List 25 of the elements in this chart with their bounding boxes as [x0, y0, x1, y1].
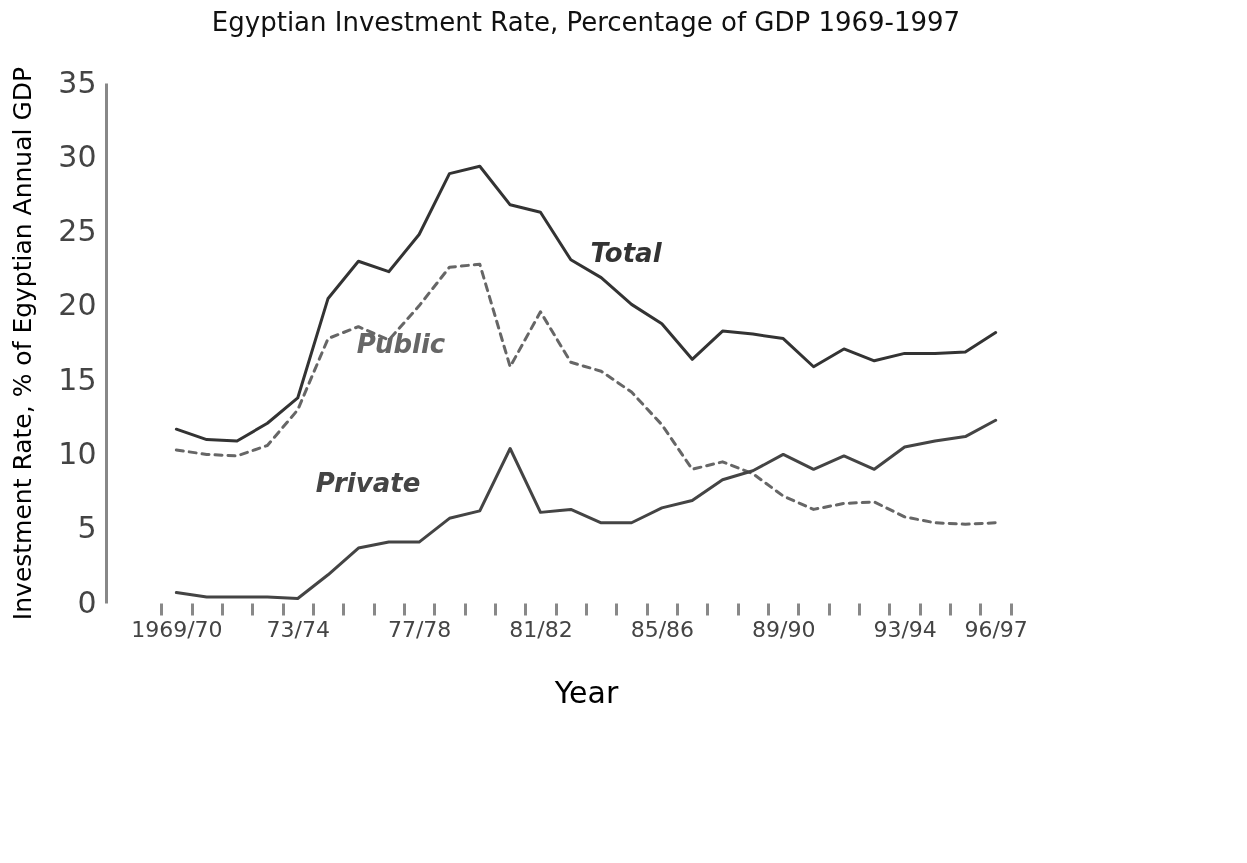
x-tick-label: 1969/70	[131, 616, 223, 642]
series-label: Private	[315, 468, 421, 498]
chart-title: Egyptian Investment Rate, Percentage of GDP 1969-1997	[211, 7, 961, 38]
series-label: Total	[590, 238, 663, 268]
line-series	[174, 164, 998, 443]
y-tick-label: 5	[77, 510, 97, 546]
x-tick-label: 85/86	[630, 616, 695, 642]
x-tick-label: 73/74	[266, 616, 330, 642]
x-tick-label: 96/97	[964, 616, 1028, 642]
y-tick-label: 0	[77, 584, 97, 620]
line-series	[174, 418, 998, 601]
x-tick-label: 77/78	[387, 616, 452, 642]
x-axis-title: Year	[553, 674, 619, 710]
y-tick-label: 30	[58, 138, 97, 174]
line-series	[174, 262, 998, 526]
y-tick-label: 15	[58, 361, 97, 397]
y-axis-title: Investment Rate, % of Egyptian Annual GDP	[8, 66, 38, 621]
y-tick-label: 10	[58, 435, 97, 471]
x-tick-label: 81/82	[509, 616, 573, 642]
x-tick-label: 89/90	[752, 616, 816, 642]
y-tick-label: 20	[58, 287, 97, 323]
y-tick-label: 25	[58, 213, 97, 249]
x-tick-label: 93/94	[873, 616, 937, 642]
series-label: Public	[356, 329, 446, 359]
y-tick-label: 35	[58, 64, 97, 100]
